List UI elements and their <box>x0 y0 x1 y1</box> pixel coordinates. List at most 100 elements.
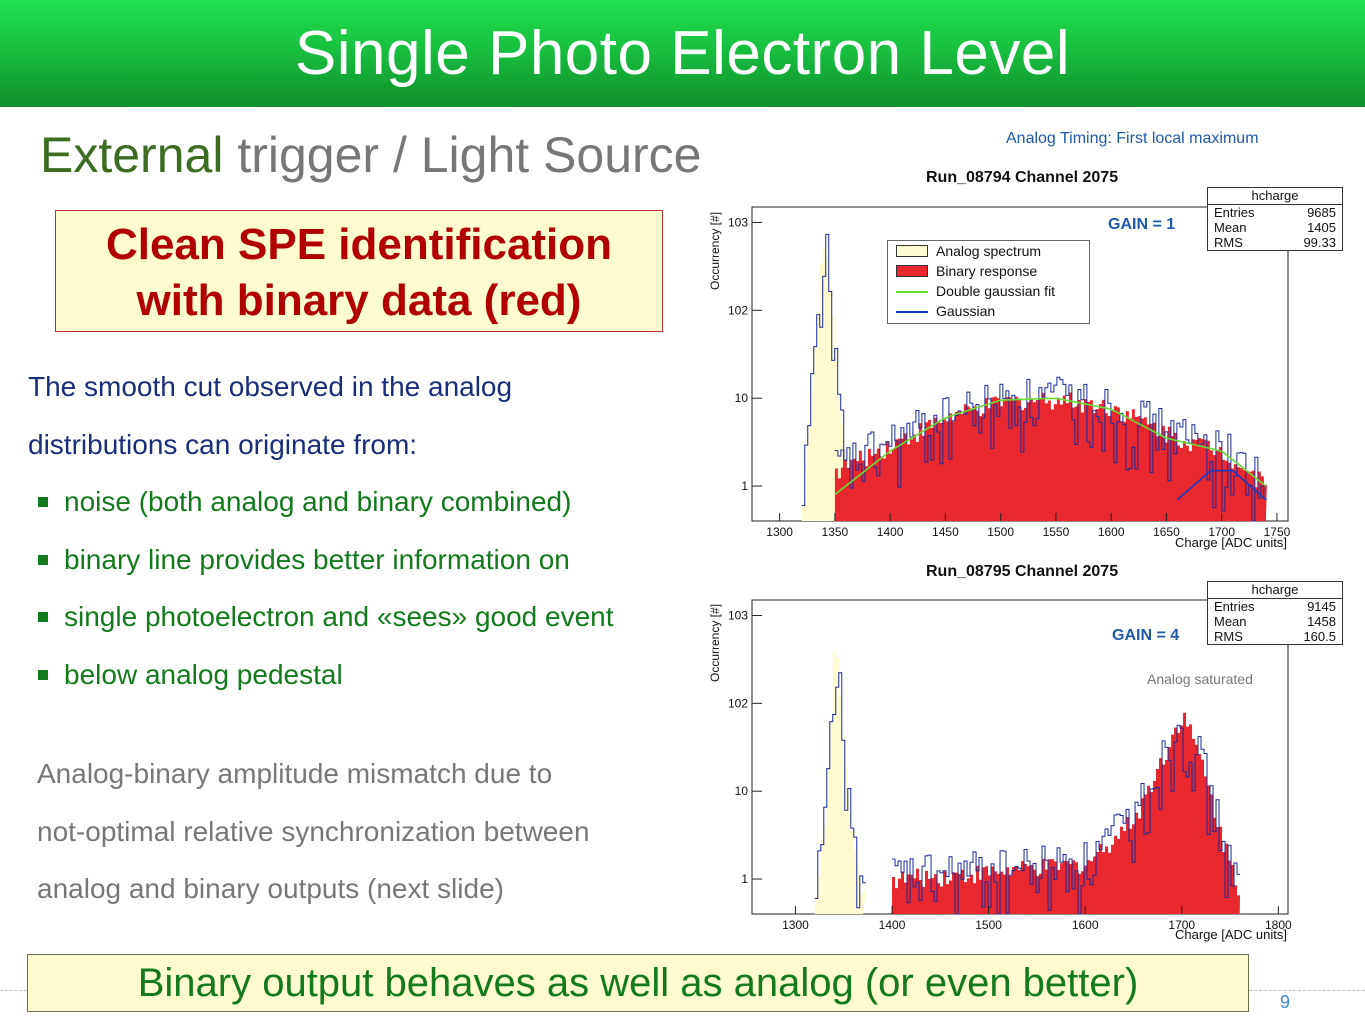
mismatch-line: not-optimal relative synchronization bet… <box>37 815 590 847</box>
stats-row: Entries 9685 <box>1208 205 1342 220</box>
legend-label: Binary response <box>936 263 1038 279</box>
page-number: 9 <box>1280 992 1291 1012</box>
histogram-outline-1 <box>834 376 1267 522</box>
legend-swatch <box>896 265 928 277</box>
y-tick-label: 1 <box>741 479 748 493</box>
intro-line-1: The smooth cut observed in the analog <box>28 371 513 402</box>
gain-label: GAIN = 1 <box>1108 216 1176 233</box>
x-tick-label: 1400 <box>877 525 904 539</box>
histogram-plot-2: 1300 1400 1500 1600 1700 1800 1 10 102 103 <box>728 599 1292 932</box>
legend-label: Gaussian <box>936 303 996 319</box>
footer-divider <box>1249 990 1365 991</box>
bullet-item: below analog pedestal <box>28 646 708 704</box>
gain-label: GAIN = 4 <box>1112 627 1180 644</box>
bullet-item: single photoelectron and «sees» good eve… <box>28 588 708 646</box>
y-tick-label: 1 <box>741 872 748 886</box>
stats-key: Entries <box>1214 205 1255 220</box>
stats-row: RMS 160.5 <box>1208 629 1342 644</box>
intro-line-2: distributions can originate from: <box>28 428 418 460</box>
stats-row: RMS 99.33 <box>1208 235 1342 250</box>
mismatch-line: Analog-binary amplitude mismatch due to <box>37 758 553 789</box>
x-tick-label: 1300 <box>782 918 809 932</box>
callout-line-1: Clean SPE identification <box>105 220 613 269</box>
x-tick-label: 1500 <box>975 918 1002 932</box>
callout-line-2: with binary data (red) <box>136 276 582 325</box>
legend-swatch <box>896 311 928 313</box>
plot-legend: Analog spectrum Binary response Double g… <box>887 240 1090 324</box>
stats-box: hcharge Entries 9685 Mean 1405 RMS 99.33 <box>1207 187 1343 251</box>
callout-box: Clean SPE identification with binary dat… <box>55 210 663 332</box>
x-axis-label: Charge [ADC units] <box>1175 535 1287 550</box>
x-tick-label: 1350 <box>822 525 849 539</box>
stats-name: hcharge <box>1208 188 1342 205</box>
legend-entry: Analog spectrum <box>888 241 1089 261</box>
mismatch-line: analog and binary outputs (next slide) <box>37 873 504 904</box>
stats-key: RMS <box>1214 235 1243 250</box>
stats-key: Entries <box>1214 599 1255 614</box>
bullet-list: noise (both analog and binary combined) … <box>28 473 708 703</box>
plot-title: Run_08794 Channel 2075 <box>926 169 1119 186</box>
legend-swatch <box>896 291 928 293</box>
fit-curve <box>834 397 1267 496</box>
stats-value: 9685 <box>1307 205 1336 220</box>
x-tick-label: 1700 <box>1208 525 1235 539</box>
legend-swatch <box>896 245 928 257</box>
stats-value: 1405 <box>1307 220 1336 235</box>
slide-subtitle: External trigger / Light Source <box>40 126 701 184</box>
y-tick-label: 103 <box>728 215 748 229</box>
histogram-fill-0 <box>814 650 866 914</box>
x-tick-label: 1450 <box>932 525 959 539</box>
legend-entry: Binary response <box>888 261 1089 281</box>
slide-title: Single Photo Electron Level <box>294 19 1071 88</box>
legend-label: Double gaussian fit <box>936 283 1056 299</box>
histogram-outline-1 <box>892 724 1241 915</box>
conclusion-box: Binary output behaves as well as analog … <box>27 954 1249 1012</box>
legend-entry: Double gaussian fit <box>888 281 1089 301</box>
stats-row: Mean 1458 <box>1208 614 1342 629</box>
x-tick-label: 1400 <box>879 918 906 932</box>
y-tick-label: 102 <box>728 303 748 317</box>
x-tick-label: 1650 <box>1153 525 1180 539</box>
histogram-fill-0 <box>801 246 853 521</box>
x-tick-label: 1800 <box>1265 918 1292 932</box>
histogram-fill-1 <box>892 712 1241 914</box>
legend-entry: Gaussian <box>888 301 1089 321</box>
stats-value: 9145 <box>1307 599 1336 614</box>
x-axis-label: Charge [ADC units] <box>1175 927 1287 942</box>
histogram-outline-0 <box>814 672 866 909</box>
legend-label: Analog spectrum <box>936 243 1042 259</box>
stats-row: Entries 9145 <box>1208 599 1342 614</box>
y-tick-label: 103 <box>728 608 748 622</box>
stats-value: 160.5 <box>1303 629 1336 644</box>
stats-value: 1458 <box>1307 614 1336 629</box>
footer-divider <box>0 990 27 991</box>
subtitle-highlight: External <box>40 127 224 183</box>
bullet-item: binary line provides better information … <box>28 531 708 589</box>
x-tick-label: 1500 <box>987 525 1014 539</box>
stats-row: Mean 1405 <box>1208 220 1342 235</box>
gaussian-curve <box>1176 469 1267 501</box>
stats-key: Mean <box>1214 220 1247 235</box>
analog-timing-note: Analog Timing: First local maximum <box>1006 130 1259 147</box>
x-tick-label: 1750 <box>1264 525 1291 539</box>
title-bar: Single Photo Electron Level <box>0 0 1365 107</box>
bullet-item: noise (both analog and binary combined) <box>28 473 708 531</box>
plot-title: Run_08795 Channel 2075 <box>926 563 1119 580</box>
y-tick-label: 10 <box>735 784 749 798</box>
saturation-note: Analog saturated <box>1147 671 1253 687</box>
subtitle-rest: trigger / Light Source <box>223 127 702 183</box>
stats-name: hcharge <box>1208 582 1342 599</box>
x-tick-label: 1600 <box>1098 525 1125 539</box>
y-tick-label: 10 <box>735 391 749 405</box>
x-tick-label: 1700 <box>1168 918 1195 932</box>
x-tick-label: 1600 <box>1072 918 1099 932</box>
x-tick-label: 1300 <box>766 525 793 539</box>
stats-value: 99.33 <box>1303 235 1336 250</box>
mismatch-paragraph: Analog-binary amplitude mismatch due to … <box>37 745 707 918</box>
stats-key: RMS <box>1214 629 1243 644</box>
stats-key: Mean <box>1214 614 1247 629</box>
y-tick-label: 102 <box>728 696 748 710</box>
intro-paragraph: The smooth cut observed in the analog di… <box>28 358 708 703</box>
x-tick-label: 1550 <box>1043 525 1070 539</box>
stats-box: hcharge Entries 9145 Mean 1458 RMS 160.5 <box>1207 581 1343 645</box>
